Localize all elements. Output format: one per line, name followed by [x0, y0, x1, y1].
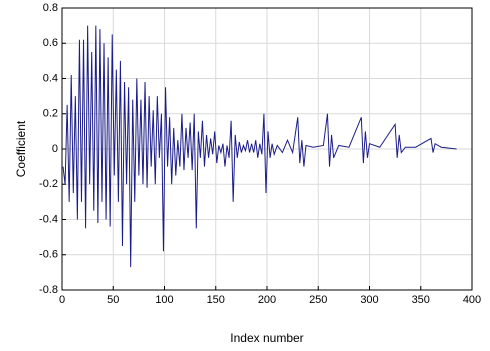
x-axis-label: Index number	[230, 331, 303, 345]
y-tick-label: -0.8	[39, 284, 58, 296]
x-tick-label: 300	[360, 294, 378, 306]
y-tick-label: 0	[52, 143, 58, 155]
x-tick-label: 0	[59, 294, 65, 306]
x-tick-label: 100	[155, 294, 173, 306]
y-tick-label: -0.4	[39, 213, 58, 225]
y-tick-label: 0.2	[43, 108, 58, 120]
plot-frame	[61, 7, 473, 291]
y-tick-label: 0.8	[43, 2, 58, 14]
y-tick-label: -0.2	[39, 178, 58, 190]
y-tick-label: 0.4	[43, 72, 58, 84]
x-tick-label: 250	[309, 294, 327, 306]
y-tick-label: -0.6	[39, 249, 58, 261]
y-axis-label: Coefficient	[14, 120, 28, 177]
x-tick-label: 350	[412, 294, 430, 306]
y-tick-label: 0.6	[43, 37, 58, 49]
data-line	[62, 25, 457, 268]
x-tick-label: 50	[107, 294, 119, 306]
x-tick-label: 200	[258, 294, 276, 306]
x-tick-label: 400	[463, 294, 481, 306]
x-tick-label: 150	[207, 294, 225, 306]
